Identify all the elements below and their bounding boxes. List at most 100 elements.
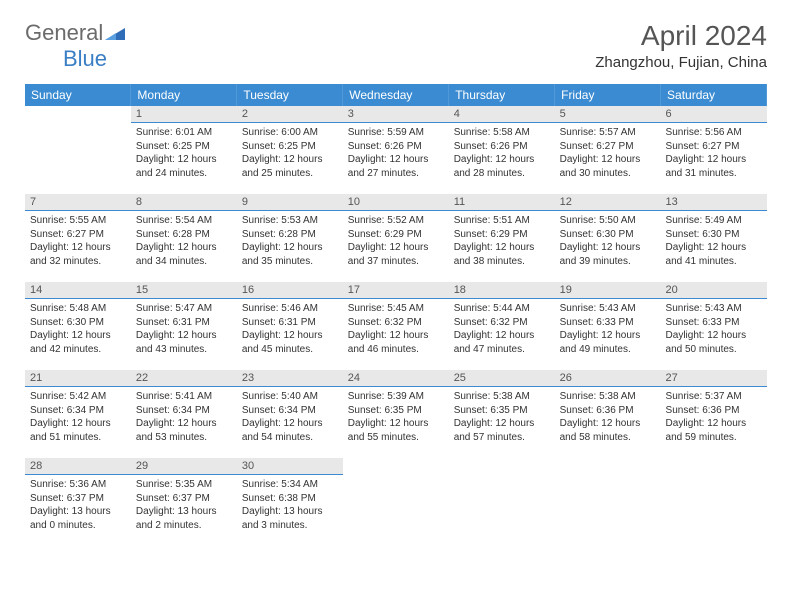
day-details: Sunrise: 5:48 AMSunset: 6:30 PMDaylight:… [25,301,131,360]
calendar-week-row: 1 Sunrise: 6:01 AMSunset: 6:25 PMDaylight… [25,106,767,194]
calendar-cell: 9 Sunrise: 5:53 AMSunset: 6:28 PMDaylight… [237,194,343,282]
day-number: 26 [555,370,661,387]
calendar-cell: 10Sunrise: 5:52 AMSunset: 6:29 PMDayligh… [343,194,449,282]
calendar-week-row: 7 Sunrise: 5:55 AMSunset: 6:27 PMDaylight… [25,194,767,282]
calendar-cell: 6 Sunrise: 5:56 AMSunset: 6:27 PMDaylight… [661,106,767,194]
day-number: 8 [131,194,237,211]
day-number: 5 [555,106,661,123]
day-details: Sunrise: 5:51 AMSunset: 6:29 PMDaylight:… [449,213,555,272]
calendar-cell [449,458,555,546]
weekday-friday: Friday [555,84,661,106]
day-details: Sunrise: 5:46 AMSunset: 6:31 PMDaylight:… [237,301,343,360]
day-details: Sunrise: 5:43 AMSunset: 6:33 PMDaylight:… [661,301,767,360]
calendar-cell: 20Sunrise: 5:43 AMSunset: 6:33 PMDayligh… [661,282,767,370]
calendar-cell: 29Sunrise: 5:35 AMSunset: 6:37 PMDayligh… [131,458,237,546]
day-number: 29 [131,458,237,475]
header: GeneralBlue April 2024 Zhangzhou, Fujian… [25,20,767,72]
day-details: Sunrise: 5:55 AMSunset: 6:27 PMDaylight:… [25,213,131,272]
weekday-header-row: SundayMondayTuesdayWednesdayThursdayFrid… [25,84,767,106]
weekday-tuesday: Tuesday [237,84,343,106]
weekday-sunday: Sunday [25,84,131,106]
day-number: 14 [25,282,131,299]
day-number: 9 [237,194,343,211]
day-number: 13 [661,194,767,211]
calendar-cell: 11 Sunrise: 5:51 AMSunset: 6:29 PMDayligh… [449,194,555,282]
day-number: 22 [131,370,237,387]
calendar-cell: 25 Sunrise: 5:38 AMSunset: 6:35 PMDayligh… [449,370,555,458]
calendar-cell [25,106,131,194]
calendar-cell: 23 Sunrise: 5:40 AMSunset: 6:34 PMDayligh… [237,370,343,458]
day-details: Sunrise: 5:54 AMSunset: 6:28 PMDaylight:… [131,213,237,272]
day-number: 10 [343,194,449,211]
day-number: 11 [449,194,555,211]
day-number: 30 [237,458,343,475]
day-number: 4 [449,106,555,123]
calendar-cell: 28 Sunrise: 5:36 AMSunset: 6:37 PMDayligh… [25,458,131,546]
day-details: Sunrise: 5:38 AMSunset: 6:36 PMDaylight:… [555,389,661,448]
day-details: Sunrise: 5:41 AMSunset: 6:34 PMDaylight:… [131,389,237,448]
calendar-week-row: 28 Sunrise: 5:36 AMSunset: 6:37 PMDayligh… [25,458,767,546]
weekday-thursday: Thursday [449,84,555,106]
day-details: Sunrise: 5:39 AMSunset: 6:35 PMDaylight:… [343,389,449,448]
day-details: Sunrise: 5:40 AMSunset: 6:34 PMDaylight:… [237,389,343,448]
logo-text-general: General [25,20,103,45]
calendar-cell: 1 Sunrise: 6:01 AMSunset: 6:25 PMDaylight… [131,106,237,194]
calendar-cell: 19 Sunrise: 5:43 AMSunset: 6:33 PMDayligh… [555,282,661,370]
day-details: Sunrise: 5:45 AMSunset: 6:32 PMDaylight:… [343,301,449,360]
month-title: April 2024 [595,20,767,52]
calendar-cell: 8 Sunrise: 5:54 AMSunset: 6:28 PMDaylight… [131,194,237,282]
calendar-cell [661,458,767,546]
day-details: Sunrise: 5:56 AMSunset: 6:27 PMDaylight:… [661,125,767,184]
day-number: 15 [131,282,237,299]
calendar-cell: 14 Sunrise: 5:48 AMSunset: 6:30 PMDayligh… [25,282,131,370]
day-details: Sunrise: 5:47 AMSunset: 6:31 PMDaylight:… [131,301,237,360]
calendar-cell: 12Sunrise: 5:50 AMSunset: 6:30 PMDayligh… [555,194,661,282]
day-number: 6 [661,106,767,123]
day-number: 12 [555,194,661,211]
calendar-cell: 15 Sunrise: 5:47 AMSunset: 6:31 PMDayligh… [131,282,237,370]
calendar-cell: 3Sunrise: 5:59 AMSunset: 6:26 PMDaylight… [343,106,449,194]
calendar-cell [555,458,661,546]
calendar-cell [343,458,449,546]
calendar-cell: 24Sunrise: 5:39 AMSunset: 6:35 PMDayligh… [343,370,449,458]
day-number: 28 [25,458,131,475]
day-number: 1 [131,106,237,123]
day-number: 2 [237,106,343,123]
day-details: Sunrise: 5:37 AMSunset: 6:36 PMDaylight:… [661,389,767,448]
calendar-week-row: 14 Sunrise: 5:48 AMSunset: 6:30 PMDayligh… [25,282,767,370]
day-details: Sunrise: 5:58 AMSunset: 6:26 PMDaylight:… [449,125,555,184]
day-details: Sunrise: 5:49 AMSunset: 6:30 PMDaylight:… [661,213,767,272]
calendar-cell: 2 Sunrise: 6:00 AMSunset: 6:25 PMDaylight… [237,106,343,194]
calendar-table: SundayMondayTuesdayWednesdayThursdayFrid… [25,84,767,546]
logo-text-blue: Blue [63,46,107,71]
day-details: Sunrise: 5:44 AMSunset: 6:32 PMDaylight:… [449,301,555,360]
day-number: 7 [25,194,131,211]
day-number: 27 [661,370,767,387]
day-details: Sunrise: 5:42 AMSunset: 6:34 PMDaylight:… [25,389,131,448]
day-number: 3 [343,106,449,123]
day-details: Sunrise: 6:01 AMSunset: 6:25 PMDaylight:… [131,125,237,184]
day-details: Sunrise: 6:00 AMSunset: 6:25 PMDaylight:… [237,125,343,184]
day-number: 18 [449,282,555,299]
day-number: 17 [343,282,449,299]
calendar-cell: 13 Sunrise: 5:49 AMSunset: 6:30 PMDayligh… [661,194,767,282]
day-number: 21 [25,370,131,387]
weekday-monday: Monday [131,84,237,106]
weekday-saturday: Saturday [661,84,767,106]
day-details: Sunrise: 5:43 AMSunset: 6:33 PMDaylight:… [555,301,661,360]
calendar-cell: 26 Sunrise: 5:38 AMSunset: 6:36 PMDayligh… [555,370,661,458]
day-details: Sunrise: 5:38 AMSunset: 6:35 PMDaylight:… [449,389,555,448]
day-number: 23 [237,370,343,387]
day-details: Sunrise: 5:53 AMSunset: 6:28 PMDaylight:… [237,213,343,272]
day-details: Sunrise: 5:57 AMSunset: 6:27 PMDaylight:… [555,125,661,184]
calendar-cell: 22 Sunrise: 5:41 AMSunset: 6:34 PMDayligh… [131,370,237,458]
location: Zhangzhou, Fujian, China [595,54,767,71]
calendar-cell: 18 Sunrise: 5:44 AMSunset: 6:32 PMDayligh… [449,282,555,370]
day-number: 19 [555,282,661,299]
calendar-cell: 27 Sunrise: 5:37 AMSunset: 6:36 PMDayligh… [661,370,767,458]
title-block: April 2024 Zhangzhou, Fujian, China [595,20,767,71]
logo: GeneralBlue [25,20,127,72]
logo-triangle-icon [105,20,125,45]
day-details: Sunrise: 5:36 AMSunset: 6:37 PMDaylight:… [25,477,131,536]
day-number: 25 [449,370,555,387]
